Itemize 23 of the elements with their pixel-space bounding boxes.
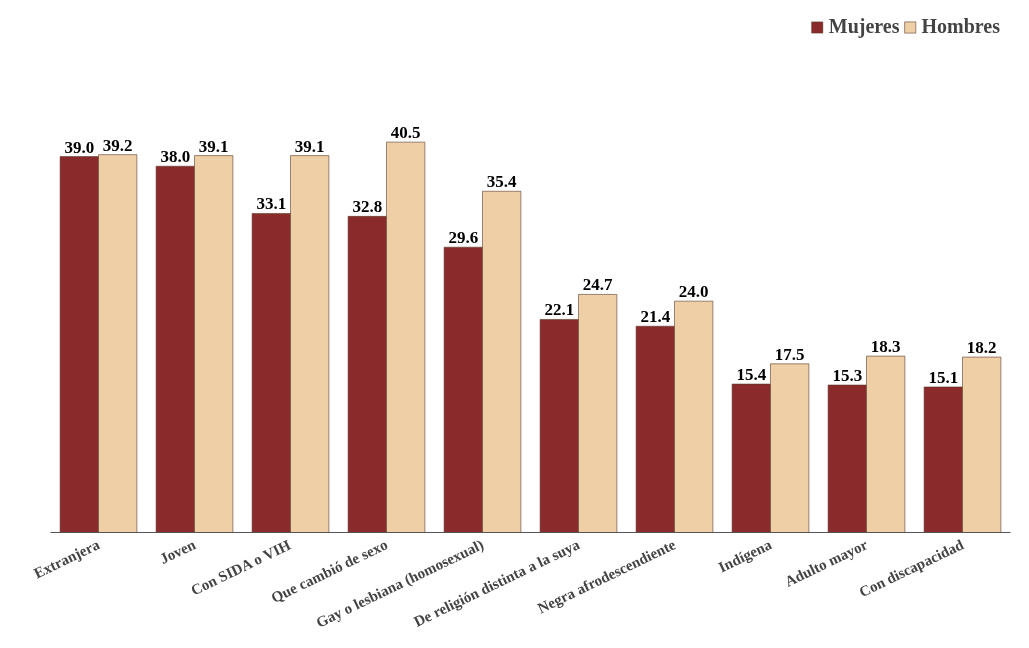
data-label: 32.8: [352, 197, 383, 217]
data-label: 21.4: [640, 307, 671, 327]
data-label: 22.1: [544, 300, 575, 320]
data-label: 24.0: [678, 282, 709, 302]
data-label: 39.1: [198, 136, 229, 156]
data-label: 18.3: [870, 337, 901, 357]
legend-label: Hombres: [921, 15, 1000, 38]
legend-label: Mujeres: [828, 15, 900, 38]
data-label: 18.2: [966, 338, 997, 358]
data-label: 39.0: [64, 137, 95, 157]
data-label: 24.7: [582, 275, 614, 295]
data-label: 39.2: [102, 135, 133, 155]
data-label: 17.5: [774, 344, 805, 364]
data-label: 15.3: [832, 366, 863, 386]
data-label: 38.0: [160, 147, 191, 167]
data-label: 39.1: [294, 136, 325, 156]
data-label: 15.1: [928, 367, 959, 387]
data-label: 15.4: [736, 365, 767, 385]
data-label: 35.4: [486, 172, 518, 192]
data-label: 33.1: [256, 194, 287, 214]
data-label: 29.6: [448, 228, 479, 248]
data-label: 40.5: [390, 123, 421, 143]
x-tick-label: Joven: [157, 536, 199, 568]
